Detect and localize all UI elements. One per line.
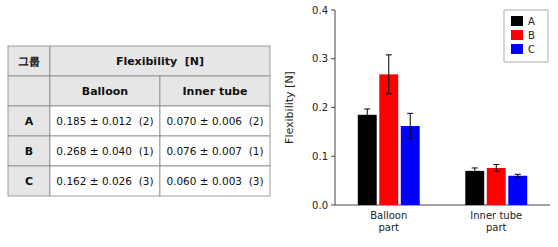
y-tick	[331, 107, 335, 108]
table-cell	[8, 136, 50, 166]
y-tick-label: 0.1	[312, 151, 328, 162]
x-tick-label-line: part	[378, 222, 399, 233]
error-bar	[493, 165, 499, 172]
table-text: 0.060 ± 0.003 (3)	[166, 175, 263, 187]
x-tick-label: Inner tubepart	[470, 210, 522, 233]
table-text: B	[25, 145, 33, 158]
error-cap	[407, 138, 413, 139]
error-cap	[364, 108, 370, 109]
error-line	[474, 168, 475, 174]
legend-label: C	[528, 44, 535, 55]
table-text: 0.076 ± 0.007 (1)	[166, 145, 263, 157]
y-tick	[331, 58, 335, 59]
bar	[358, 115, 377, 205]
error-line	[410, 113, 411, 138]
table-cell	[50, 106, 160, 136]
y-tick-label: 0.4	[312, 5, 328, 16]
legend-swatch	[511, 30, 523, 40]
table-text: 그룹	[18, 55, 40, 68]
table-cell	[8, 106, 50, 136]
legend-label: A	[528, 16, 535, 27]
y-tick-label: 0.0	[312, 200, 328, 211]
error-bar	[386, 55, 392, 94]
figure: 0.00.10.20.30.4Flexibility [N]Balloonpar…	[0, 0, 558, 247]
table-cell	[160, 166, 270, 196]
error-cap	[472, 173, 478, 174]
y-axis	[335, 10, 336, 205]
bar	[508, 176, 527, 205]
legend-swatch	[511, 16, 523, 26]
error-bar	[364, 109, 370, 121]
legend-swatch	[511, 44, 523, 54]
y-tick	[331, 156, 335, 157]
error-cap	[515, 174, 521, 175]
error-cap	[493, 171, 499, 172]
table-text: 0.185 ± 0.012 (2)	[56, 115, 153, 127]
table-cell	[8, 166, 50, 196]
x-tick-label: Balloonpart	[370, 210, 407, 233]
error-cap	[493, 164, 499, 165]
x-tick-label-line: Balloon	[370, 210, 407, 221]
table-text: Flexibility [N]	[116, 55, 204, 68]
table-text: 0.070 ± 0.006 (2)	[166, 115, 263, 127]
table: 그룹 Flexibility [N] Balloon Inner tube A 0.185…	[8, 46, 270, 196]
error-line	[388, 55, 389, 94]
bars	[358, 55, 527, 205]
error-line	[367, 109, 368, 121]
error-bar	[407, 113, 413, 138]
error-cap	[515, 177, 521, 178]
bar	[465, 171, 484, 205]
table-cell	[50, 46, 270, 76]
bar	[487, 168, 506, 205]
table-text: C	[25, 175, 33, 188]
error-cap	[364, 120, 370, 121]
table-cell	[8, 76, 50, 106]
table-cell	[50, 76, 160, 106]
error-cap	[472, 167, 478, 168]
y-axis-label: Flexibility [N]	[283, 71, 296, 144]
table-text: 0.162 ± 0.026 (3)	[56, 175, 153, 187]
table-cell	[50, 166, 160, 196]
table-cell	[160, 106, 270, 136]
y-tick-label: 0.2	[312, 102, 328, 113]
table-cell	[50, 136, 160, 166]
legend-label: B	[528, 30, 535, 41]
table-cell	[8, 46, 50, 76]
table-text: Balloon	[82, 85, 128, 98]
y-tick-label: 0.3	[312, 53, 328, 64]
error-bar	[515, 174, 521, 177]
y-tick	[331, 205, 335, 206]
table-text: Inner tube	[183, 85, 248, 98]
error-bar	[472, 168, 478, 174]
x-tick-label-line: Inner tube	[470, 210, 522, 221]
table-cell	[160, 76, 270, 106]
bar	[379, 74, 398, 205]
y-tick	[331, 10, 335, 11]
legend-frame	[504, 10, 548, 62]
table-text: 0.268 ± 0.040 (1)	[56, 145, 153, 157]
error-line	[496, 165, 497, 172]
error-cap	[386, 93, 392, 94]
table-cell	[160, 136, 270, 166]
error-cap	[407, 113, 413, 114]
x-tick-label-line: part	[486, 222, 507, 233]
legend: ABC	[504, 10, 548, 62]
error-cap	[386, 54, 392, 55]
table-text: A	[25, 115, 34, 128]
